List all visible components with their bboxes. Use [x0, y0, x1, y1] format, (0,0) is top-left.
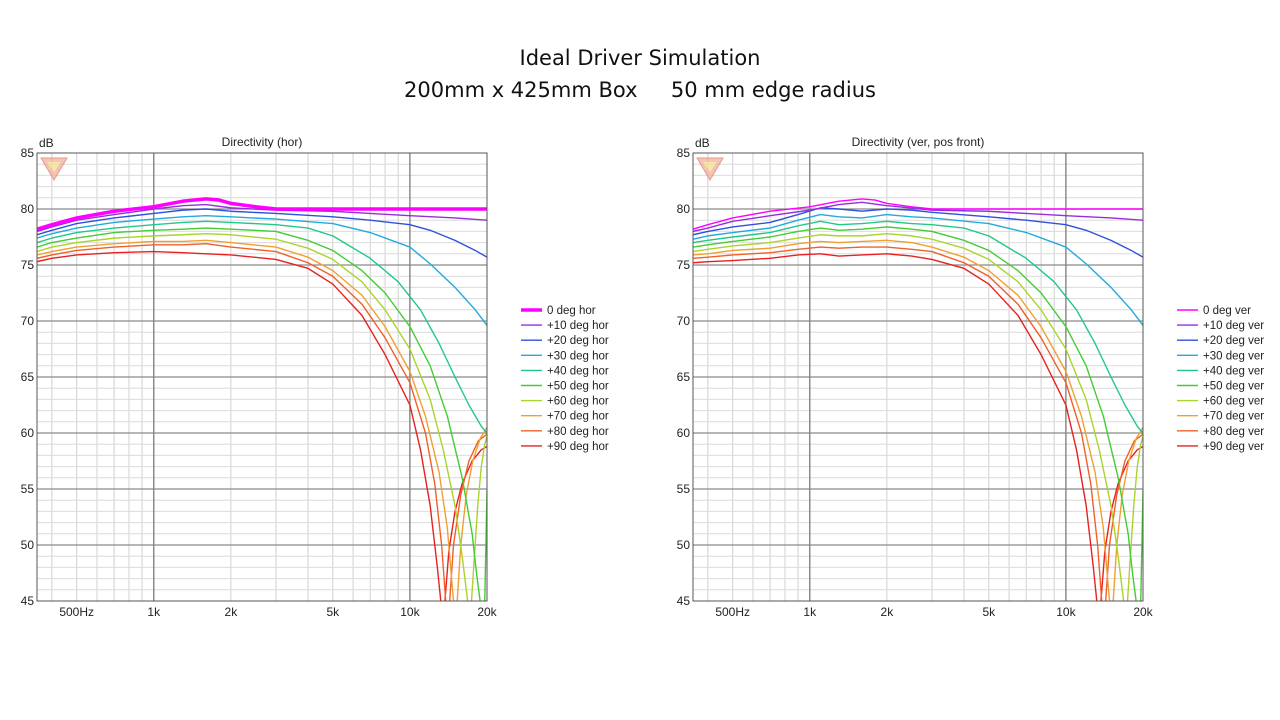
y-tick-label: 65: [21, 370, 35, 384]
y-tick-label: 85: [677, 146, 691, 160]
legend-entry: +90 deg hor: [547, 441, 609, 453]
x-tick-label: 500Hz: [59, 605, 94, 619]
x-tick-label: 20k: [477, 605, 497, 619]
x-tick-label: 1k: [147, 605, 161, 619]
series-line: [1126, 435, 1143, 601]
y-tick-label: 55: [21, 482, 35, 496]
logo-icon: [40, 157, 68, 181]
series-lines: [37, 197, 487, 601]
y-tick-label: 45: [677, 594, 691, 608]
series-line: [693, 232, 1125, 601]
x-tick-label: 2k: [881, 605, 895, 619]
y-tick-label: 70: [677, 314, 691, 328]
legend-entry: +40 deg hor: [547, 365, 609, 377]
series-line: [693, 207, 1143, 258]
series-line: [37, 203, 487, 233]
series-line: [37, 232, 469, 601]
legend-entry: +80 deg hor: [547, 426, 609, 438]
x-tick-label: 20k: [1133, 605, 1153, 619]
y-axis-label: dB: [695, 136, 710, 150]
series-line: [37, 208, 487, 258]
series-line: [1112, 426, 1143, 601]
legend-entry: +70 deg hor: [547, 411, 609, 423]
plot-frame: [36, 152, 488, 602]
legend-entry: +10 deg hor: [547, 320, 609, 332]
series-line: [37, 239, 455, 601]
slide-title: Ideal Driver Simulation: [519, 46, 761, 70]
series-line: [693, 226, 1137, 601]
series-line: [693, 198, 1143, 230]
slide-subtitle: 200mm x 425mm Box 50 mm edge radius: [404, 78, 876, 102]
y-tick-label: 60: [21, 426, 35, 440]
series-line: [693, 213, 1143, 327]
legend-entry: +60 deg ver: [1203, 396, 1264, 408]
legend-entry: 0 deg ver: [1203, 305, 1251, 317]
legend-entry: +70 deg ver: [1203, 411, 1264, 423]
legend-entry: +10 deg ver: [1203, 320, 1264, 332]
y-axis-label: dB: [39, 136, 54, 150]
series-line: [470, 435, 487, 601]
series-line: [693, 239, 1111, 601]
legend: 0 deg hor +10 deg hor +20 deg hor +30 deg h…: [521, 305, 609, 453]
series-line: [693, 246, 1103, 601]
y-tick-label: 80: [677, 202, 691, 216]
legend-entry: +90 deg ver: [1203, 441, 1264, 453]
series-lines: [693, 198, 1143, 601]
legend-entry: +50 deg hor: [547, 381, 609, 393]
legend-entry: +20 deg hor: [547, 335, 609, 347]
legend-entry: +60 deg hor: [547, 396, 609, 408]
series-line: [693, 253, 1098, 601]
x-tick-label: 10k: [1056, 605, 1076, 619]
x-tick-label: 1k: [803, 605, 817, 619]
legend-entry: +20 deg ver: [1203, 335, 1264, 347]
legend-entry: +50 deg ver: [1203, 381, 1264, 393]
legend-entry: +40 deg ver: [1203, 365, 1264, 377]
x-tick-label: 5k: [326, 605, 340, 619]
series-line: [693, 201, 1143, 233]
y-tick-label: 45: [21, 594, 35, 608]
chart-title: Directivity (hor): [222, 135, 303, 149]
y-tick-label: 65: [677, 370, 691, 384]
series-line: [37, 220, 487, 434]
legend: 0 deg ver +10 deg ver +20 deg ver +30 deg v…: [1177, 305, 1264, 453]
legend-entry: +80 deg ver: [1203, 426, 1264, 438]
x-tick-label: 500Hz: [715, 605, 750, 619]
plot-frame: [692, 152, 1144, 602]
y-tick-label: 60: [677, 426, 691, 440]
x-tick-label: 5k: [982, 605, 996, 619]
y-tick-label: 70: [21, 314, 35, 328]
directivity-hor-chart: Directivity (hor) dB 45 50 55 60 65 70 75 80 85 500…: [21, 135, 609, 619]
y-tick-label: 50: [677, 538, 691, 552]
y-tick-label: 85: [21, 146, 35, 160]
series-line: [37, 215, 487, 327]
series-line: [456, 426, 487, 601]
series-line: [37, 243, 447, 601]
x-tick-label: 10k: [400, 605, 420, 619]
directivity-ver-chart: Directivity (ver, pos front) dB 45 50 55 60 65…: [677, 135, 1265, 619]
series-line: [37, 250, 442, 601]
legend-entry: +30 deg hor: [547, 350, 609, 362]
logo-icon: [696, 157, 724, 181]
y-tick-label: 75: [677, 258, 691, 272]
series-line: [37, 227, 481, 601]
series-line: [37, 197, 487, 231]
y-tick-label: 80: [21, 202, 35, 216]
grid: [37, 153, 487, 601]
legend-entry: +30 deg ver: [1203, 350, 1264, 362]
chart-title: Directivity (ver, pos front): [852, 135, 985, 149]
legend-entry: 0 deg hor: [547, 305, 596, 317]
y-tick-label: 50: [21, 538, 35, 552]
grid: [693, 153, 1143, 601]
y-tick-label: 75: [21, 258, 35, 272]
x-tick-label: 2k: [225, 605, 239, 619]
series-line: [693, 220, 1143, 434]
y-tick-label: 55: [677, 482, 691, 496]
